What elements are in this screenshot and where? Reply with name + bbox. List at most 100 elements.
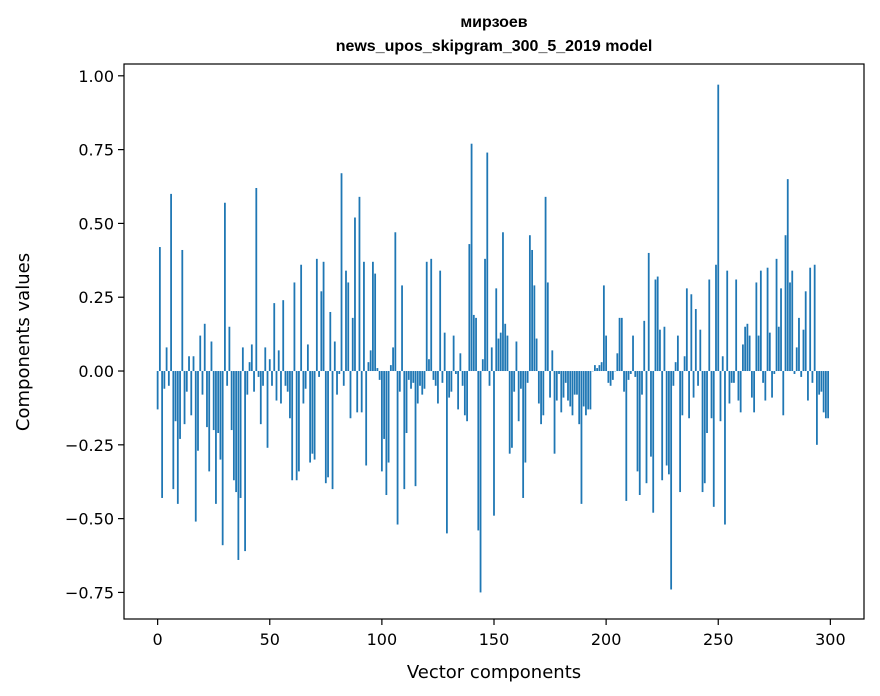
bar-234	[681, 371, 684, 416]
bar-245	[706, 371, 708, 434]
y-axis: −0.75 −0.50 −0.25 0.00 0.25 0.50 0.75 1.00	[65, 67, 124, 602]
bar-84	[345, 270, 347, 372]
bar-176	[551, 350, 554, 372]
x-tick-label-50: 50	[260, 630, 280, 649]
bar-251	[719, 371, 722, 422]
bar-127	[441, 371, 444, 383]
bar-292	[811, 371, 814, 383]
bar-146	[484, 258, 486, 372]
bar-256	[730, 371, 733, 383]
bar-236	[685, 288, 688, 372]
bar-263	[746, 323, 749, 372]
bar-212	[632, 335, 634, 372]
bar-27	[217, 371, 220, 434]
bar-284	[793, 371, 796, 374]
bar-193	[589, 371, 592, 410]
bar-48	[264, 347, 267, 372]
bar-158	[511, 371, 513, 448]
y-tick-label-0.75: 0.75	[78, 141, 114, 160]
bar-165	[526, 371, 529, 383]
bar-214	[636, 371, 639, 472]
x-tick-label-300: 300	[815, 630, 846, 649]
bar-41	[248, 362, 251, 372]
bar-166	[528, 235, 531, 372]
bar-76	[327, 371, 329, 478]
bar-103	[387, 371, 390, 463]
bar-215	[638, 371, 641, 496]
bar-12	[183, 371, 186, 425]
bar-248	[712, 371, 715, 507]
bar-230	[672, 371, 675, 386]
bar-153	[499, 332, 502, 372]
bar-223	[656, 276, 659, 372]
bar-252	[721, 356, 724, 372]
bar-116	[416, 371, 419, 404]
bar-239	[692, 371, 695, 398]
bar-110	[403, 371, 406, 490]
bar-51	[271, 371, 273, 386]
bar-155	[504, 323, 507, 372]
bar-77	[329, 311, 332, 372]
bar-56	[282, 300, 285, 372]
bar-55	[280, 371, 282, 404]
bar-177	[553, 371, 556, 454]
bar-121	[428, 359, 430, 372]
bar-296	[820, 371, 823, 392]
bar-99	[378, 371, 381, 380]
bar-202	[609, 371, 612, 386]
bar-13	[185, 371, 188, 392]
bar-88	[354, 217, 356, 372]
bar-222	[654, 279, 657, 372]
bar-206	[618, 317, 621, 372]
bar-133	[454, 371, 457, 374]
bar-180	[560, 371, 563, 413]
bar-243	[701, 371, 704, 493]
bar-105	[392, 347, 394, 372]
bar-295	[818, 371, 821, 395]
bar-182	[564, 371, 567, 383]
bar-216	[641, 371, 643, 395]
bar-65	[302, 371, 305, 404]
bar-261	[742, 344, 744, 372]
bar-181	[562, 371, 565, 398]
bar-282	[789, 282, 791, 372]
bar-95	[369, 350, 372, 372]
bar-63	[298, 371, 300, 472]
x-tick-label-100: 100	[367, 630, 398, 649]
bar-6	[170, 193, 172, 372]
bar-283	[791, 270, 794, 372]
bar-130	[448, 371, 451, 398]
bar-209	[625, 371, 628, 501]
x-tick-label-250: 250	[703, 630, 734, 649]
bar-277	[777, 326, 780, 372]
bar-126	[439, 270, 442, 372]
bar-9	[176, 371, 179, 504]
bar-225	[661, 371, 664, 481]
bar-119	[423, 371, 426, 389]
bar-226	[663, 326, 666, 372]
bar-117	[419, 371, 421, 386]
bar-264	[748, 335, 751, 372]
bar-34	[232, 371, 235, 481]
bar-200	[605, 335, 608, 372]
bar-107	[396, 371, 399, 525]
bar-258	[735, 279, 738, 372]
bar-128	[443, 332, 446, 372]
y-tick-label-−0.25: −0.25	[65, 436, 114, 455]
bar-224	[659, 329, 661, 372]
bar-183	[567, 371, 569, 401]
bar-221	[652, 371, 655, 513]
bar-249	[715, 264, 717, 372]
bar-45	[257, 371, 260, 377]
bar-190	[582, 371, 585, 407]
bar-152	[497, 338, 500, 372]
bar-191	[585, 371, 587, 416]
bars-group	[156, 84, 830, 593]
bar-115	[414, 371, 417, 487]
bar-72	[318, 371, 320, 377]
bar-17	[194, 371, 197, 522]
bar-74	[322, 261, 325, 372]
bar-87	[351, 317, 354, 372]
bar-289	[804, 291, 807, 372]
bar-173	[544, 196, 547, 372]
